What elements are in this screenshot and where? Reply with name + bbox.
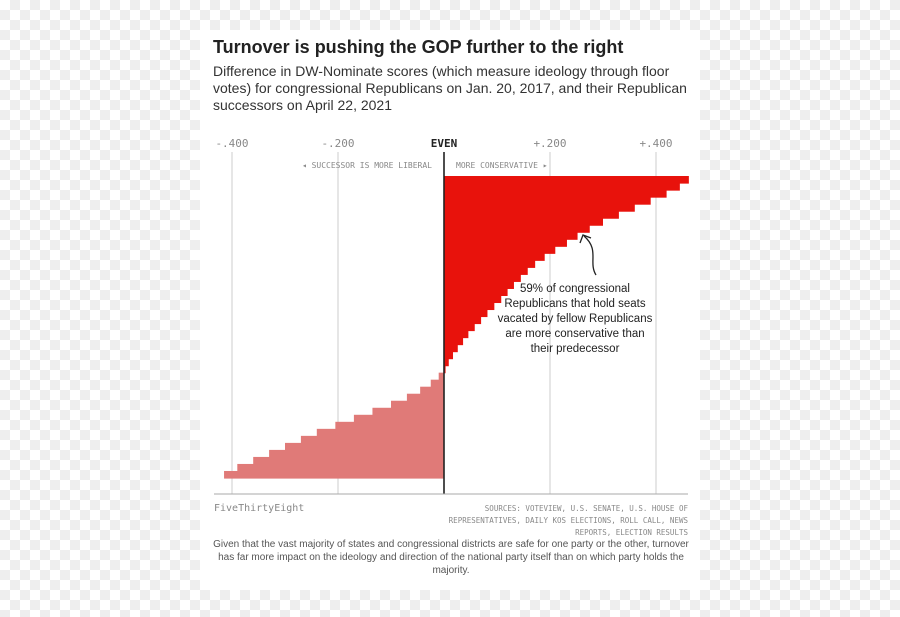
x-tick-label: +.400: [639, 137, 672, 150]
direction-label-conservative: MORE CONSERVATIVE ▸: [456, 161, 548, 170]
bars: [224, 176, 689, 479]
x-axis-ticks: -.400 -.200 EVEN +.200 +.400: [215, 137, 672, 150]
bar: [372, 407, 444, 416]
annotation-line: vacated by fellow Republicans: [498, 313, 653, 325]
bar: [444, 344, 458, 353]
bar: [300, 435, 444, 444]
sources-note: SOURCES: VOTEVIEW, U.S. SENATE, U.S. HOU…: [448, 504, 688, 537]
annotation-line: their predecessor: [531, 343, 620, 355]
bar: [237, 463, 444, 472]
bar: [444, 281, 514, 289]
brand-label: FiveThirtyEight: [214, 503, 305, 514]
bar: [444, 267, 528, 275]
bar: [444, 323, 475, 332]
bar: [391, 400, 444, 409]
bar: [444, 211, 619, 219]
bar: [444, 197, 651, 205]
chart-title: Turnover is pushing the GOP further to t…: [213, 37, 624, 57]
bar: [444, 316, 482, 325]
bar: [444, 225, 590, 233]
direction-labels: ◂ SUCCESSOR IS MORE LIBERAL MORE CONSERV…: [302, 161, 548, 170]
bar: [444, 218, 603, 226]
bar: [253, 456, 444, 465]
annotation-text: 59% of congressional Republicans that hol…: [498, 283, 653, 355]
bar: [335, 421, 444, 430]
annotation-arrowhead: [579, 234, 592, 244]
bar: [444, 246, 556, 254]
x-tick-label: -.200: [321, 137, 354, 150]
caption: Given that the vast majority of states a…: [213, 539, 689, 576]
bar: [406, 393, 444, 402]
annotation: 59% of congressional Republicans that hol…: [498, 234, 653, 355]
bar: [285, 442, 444, 451]
annotation-line: are more conservative than: [505, 328, 644, 340]
bar: [444, 183, 680, 191]
bar: [444, 330, 469, 339]
bar: [420, 386, 444, 395]
bar: [316, 428, 444, 437]
bar: [444, 309, 488, 318]
bar: [444, 302, 495, 311]
bar: [224, 470, 444, 479]
direction-label-liberal: ◂ SUCCESSOR IS MORE LIBERAL: [302, 161, 432, 170]
bar: [430, 379, 444, 388]
bar: [353, 414, 444, 423]
bar: [444, 176, 689, 184]
bar: [444, 274, 521, 282]
bar: [444, 204, 635, 212]
bar: [444, 239, 567, 247]
x-tick-label: -.400: [215, 137, 248, 150]
bar: [444, 190, 667, 198]
bar: [444, 260, 536, 268]
bar: [444, 232, 578, 240]
bar: [444, 288, 508, 296]
bar: [269, 449, 444, 458]
bar: [438, 372, 444, 381]
bar: [444, 358, 449, 367]
annotation-arrow: [583, 235, 597, 276]
annotation-line: 59% of congressional: [520, 283, 630, 295]
chart-subtitle: Difference in DW-Nominate scores (which …: [213, 63, 687, 113]
annotation-line: Republicans that hold seats: [504, 298, 646, 310]
bar: [444, 337, 464, 346]
bar: [444, 253, 545, 261]
bar: [444, 351, 454, 360]
x-tick-label: EVEN: [431, 137, 458, 150]
bar: [444, 295, 502, 304]
x-tick-label: +.200: [533, 137, 566, 150]
